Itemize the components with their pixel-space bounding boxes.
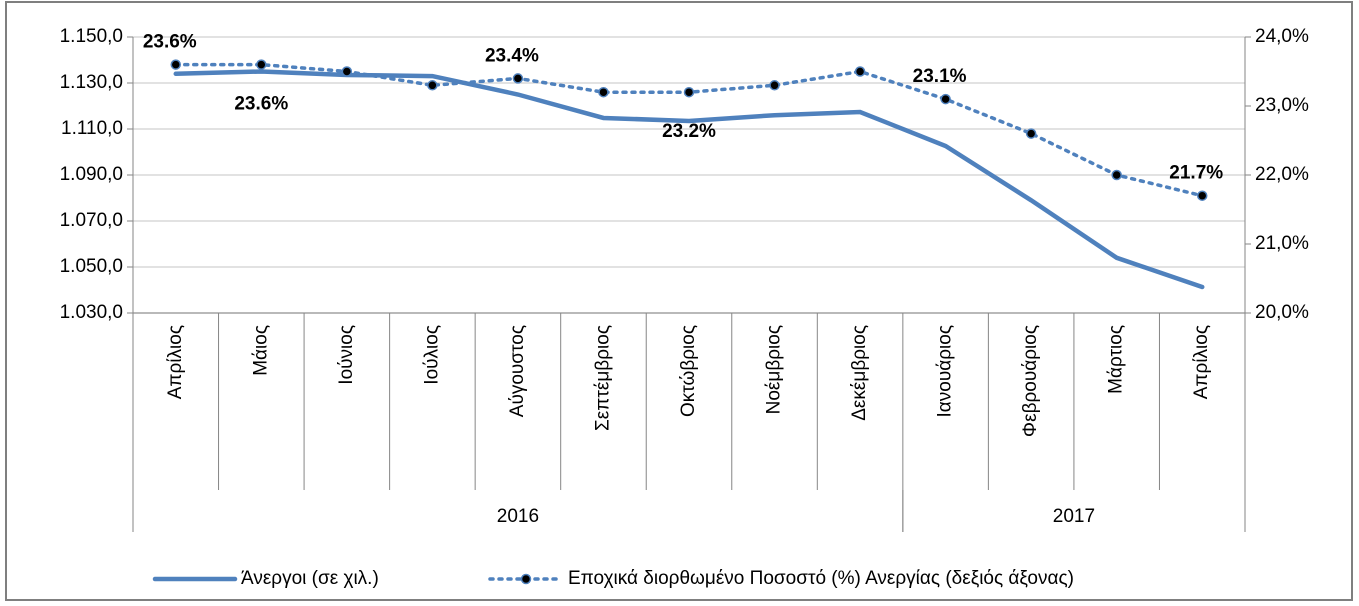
y2-tick-label: 24,0%: [1255, 26, 1309, 47]
x-tick-label: Ιανουάριος: [935, 325, 956, 417]
legend-marker: [520, 573, 532, 585]
data-label: 23.2%: [662, 121, 716, 142]
y2-tick-label: 23,0%: [1255, 95, 1309, 116]
x-tick-label: Ιούλιος: [421, 325, 442, 385]
series-marker: [683, 86, 695, 98]
chart-frame: [5, 1, 1353, 601]
series-marker: [769, 80, 780, 91]
series-marker: [1025, 128, 1037, 139]
y-tick-label: 1.130,0: [60, 72, 123, 93]
y-tick-label: 1.150,0: [60, 26, 123, 47]
series-marker: [940, 93, 951, 105]
series-marker: [854, 66, 866, 77]
series-marker: [512, 73, 524, 84]
series-marker: [170, 59, 182, 70]
data-label: 23.6%: [143, 32, 197, 53]
series-marker: [341, 66, 353, 77]
y2-tick-label: 21,0%: [1255, 233, 1309, 254]
y-tick-label: 1.050,0: [60, 256, 123, 277]
x-tick-label: Μάιος: [250, 325, 271, 376]
legend-label: Εποχικά διορθωμένο Ποσοστό (%) Ανεργίας …: [568, 568, 1074, 589]
x-tick-label: Δεκέμβριος: [849, 325, 870, 421]
x-tick-label: Μάρτιος: [1106, 325, 1127, 394]
y2-tick-label: 20,0%: [1255, 302, 1309, 323]
series-marker: [1111, 169, 1122, 181]
group-label: 2017: [1053, 506, 1095, 527]
data-label: 23.1%: [913, 66, 967, 87]
data-label: 23.4%: [485, 45, 539, 66]
x-tick-label: Φεβρουάριος: [1020, 325, 1041, 437]
x-tick-label: Οκτώβριος: [678, 325, 699, 417]
series-marker: [427, 80, 438, 91]
x-tick-label: Αύγουστος: [507, 325, 528, 417]
group-label: 2016: [497, 506, 539, 527]
x-tick-label: Νοέμβριος: [764, 325, 785, 414]
data-label: 23.6%: [234, 94, 288, 115]
legend-label: Άνεργοι (σε χιλ.): [241, 568, 379, 589]
y-tick-label: 1.030,0: [60, 302, 123, 323]
y-tick-label: 1.110,0: [61, 118, 123, 139]
series-marker: [1196, 190, 1208, 201]
series-marker: [256, 59, 267, 70]
data-label: 21.7%: [1169, 163, 1223, 184]
y2-tick-label: 22,0%: [1255, 164, 1309, 185]
y-tick-label: 1.070,0: [60, 210, 123, 231]
y-tick-label: 1.090,0: [60, 164, 123, 185]
x-tick-label: Απρίλιος: [1191, 325, 1212, 399]
x-tick-label: Ιούνιος: [336, 325, 357, 385]
series-marker: [598, 86, 609, 98]
x-tick-label: Απρίλιος: [165, 325, 186, 399]
x-tick-label: Σεπτέμβριος: [592, 325, 613, 431]
